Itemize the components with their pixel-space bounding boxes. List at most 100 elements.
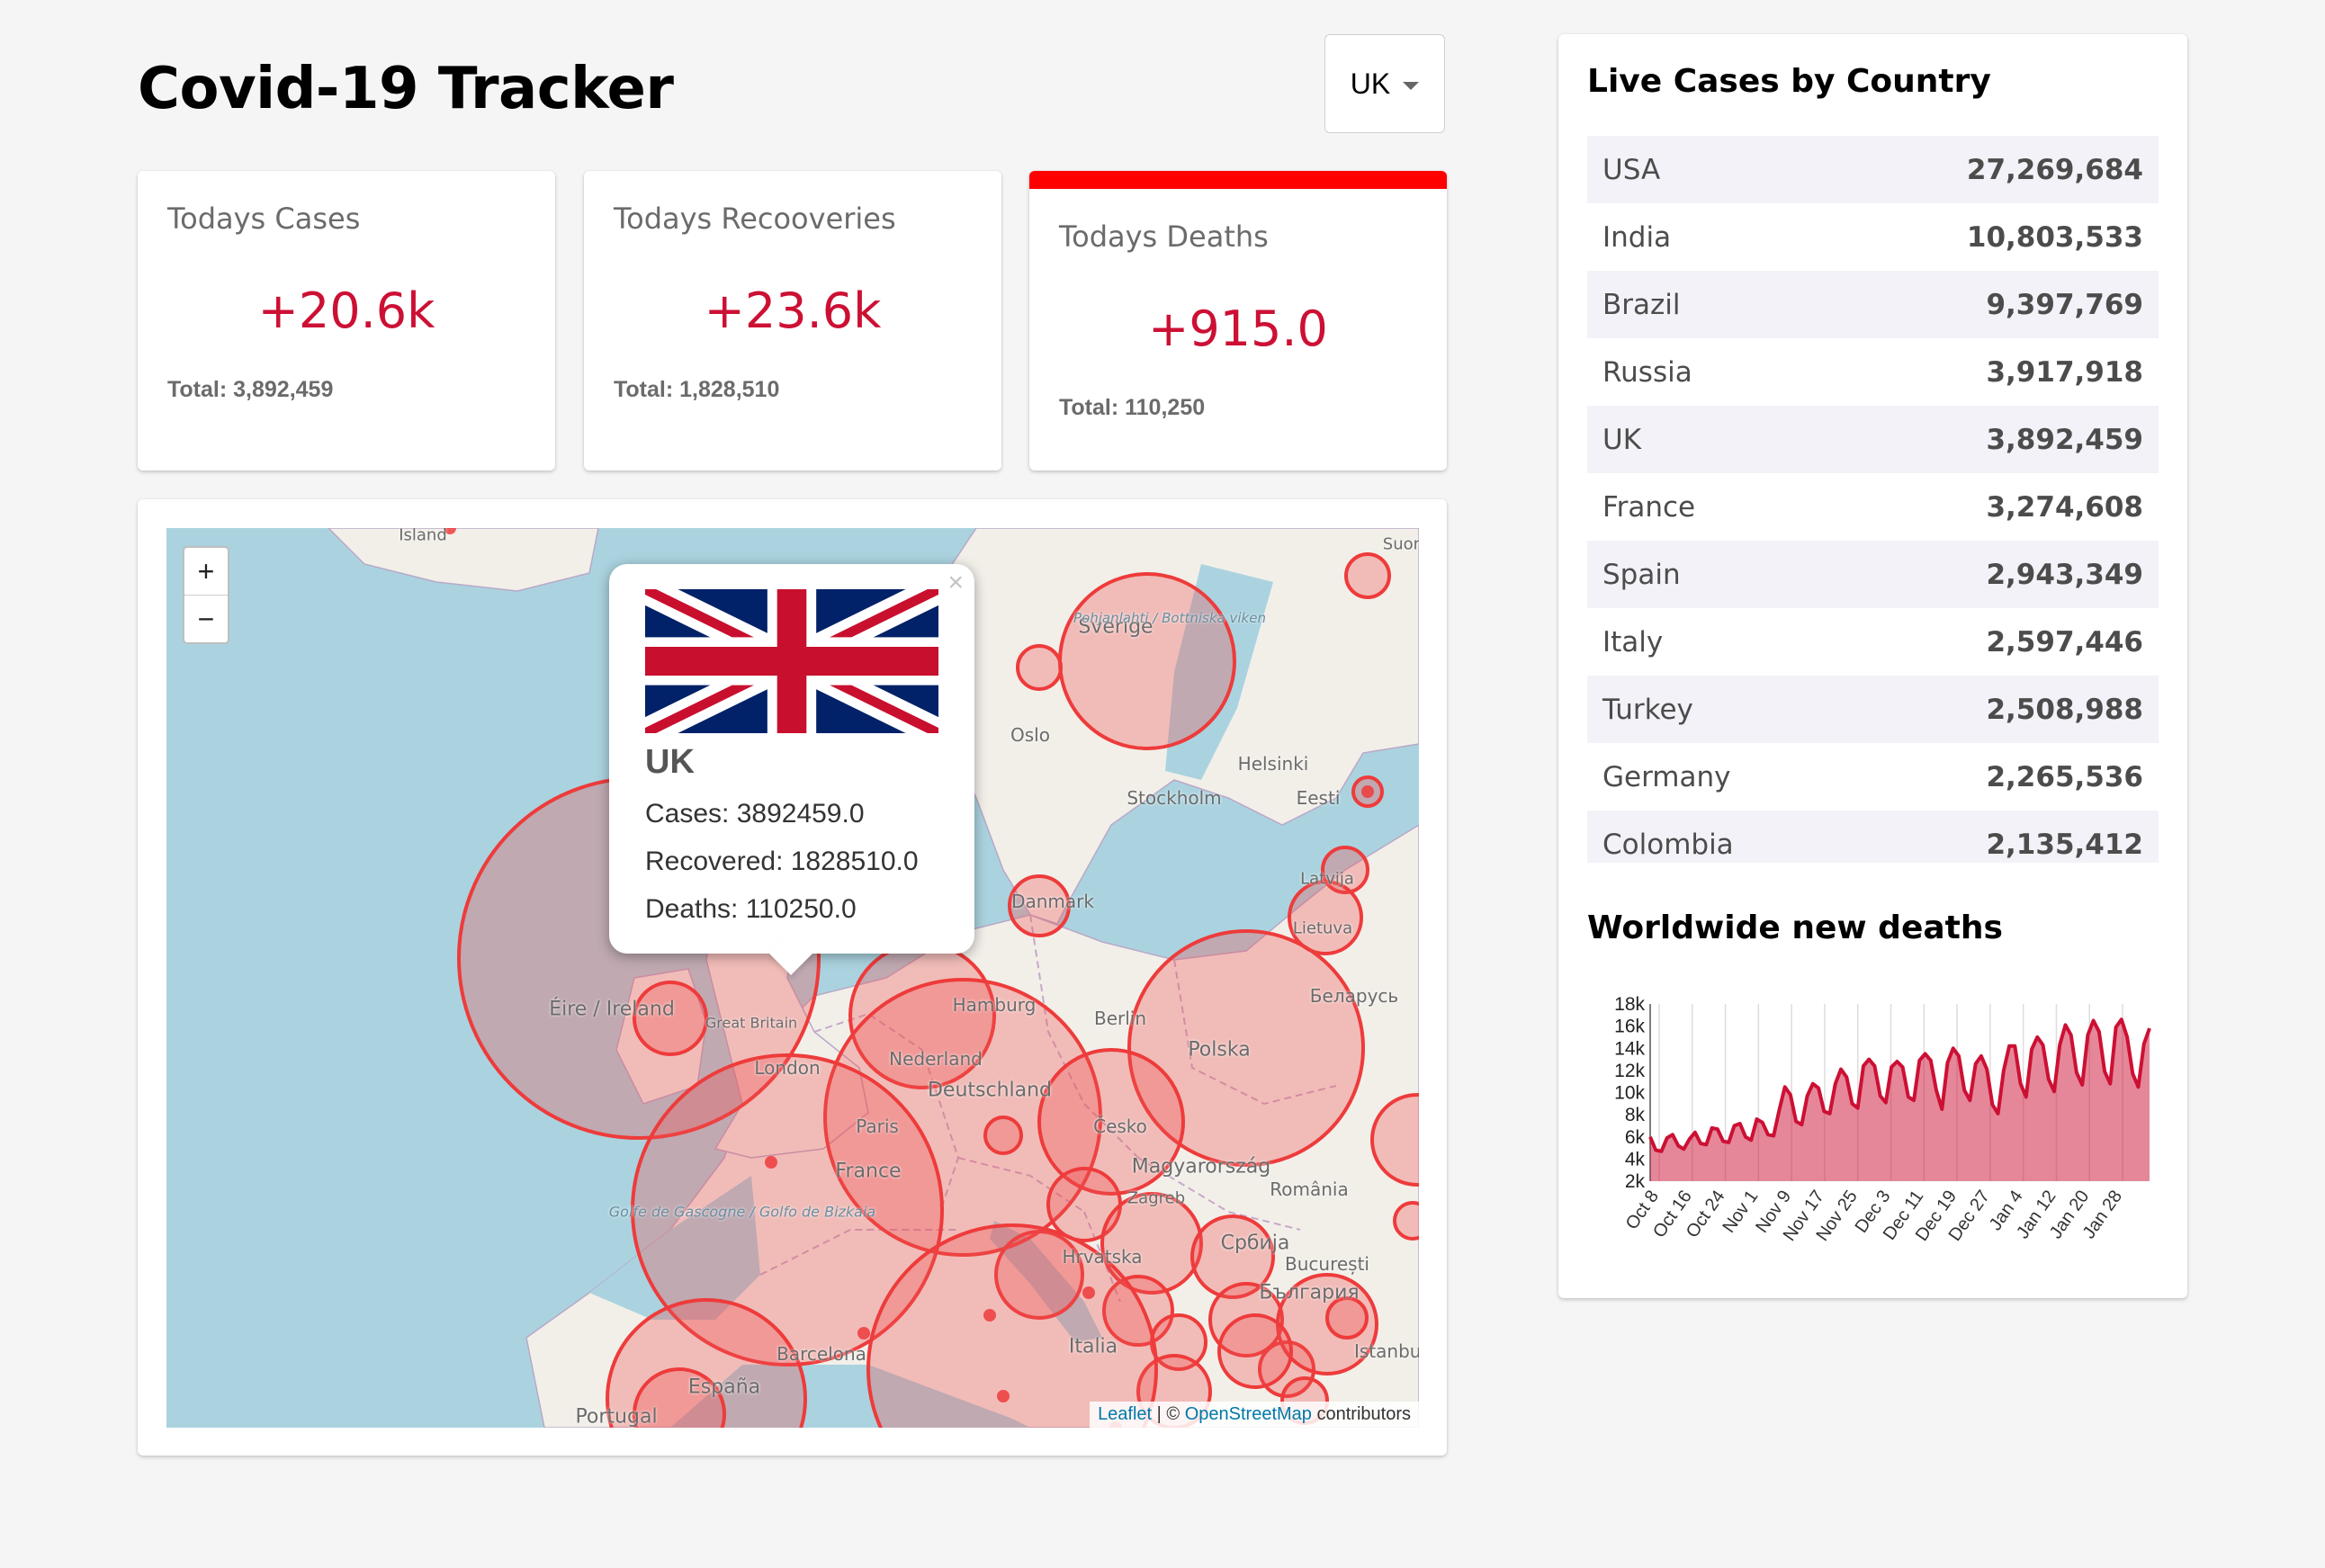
case-circle[interactable] — [1016, 644, 1063, 691]
case-circle[interactable] — [1288, 880, 1363, 955]
popup-recovered: Recovered: 1828510.0 — [645, 847, 919, 876]
map-place-label: Suomi — [1382, 534, 1419, 554]
map-place-label: España — [687, 1375, 761, 1399]
map-place-label: Sverige — [1078, 615, 1154, 639]
chart-line — [1648, 1017, 2151, 1153]
zoom-in-button[interactable]: + — [197, 554, 215, 587]
row-country: France — [1602, 490, 1696, 524]
table-row: France 3,274,608 — [1587, 473, 2159, 541]
map-place-label: Magyarország — [1131, 1155, 1271, 1178]
leaflet-link[interactable]: Leaflet — [1098, 1404, 1153, 1424]
row-country: Germany — [1602, 760, 1731, 793]
row-country: Spain — [1602, 558, 1681, 591]
chart-y-tick: 8k — [1625, 1105, 1646, 1125]
map-place-label: Deutschland — [927, 1079, 1053, 1102]
row-cases: 27,269,684 — [1966, 153, 2143, 186]
map-place-label: London — [754, 1057, 821, 1079]
chart-y-tick: 18k — [1614, 994, 1645, 1015]
case-circle[interactable] — [1190, 1214, 1275, 1299]
stat-total: Total: 3,892,459 — [167, 377, 334, 402]
map-place-label: Great Britain — [705, 1014, 798, 1032]
chart-y-tick: 16k — [1614, 1017, 1645, 1037]
row-country: Brazil — [1602, 288, 1681, 321]
row-country: USA — [1602, 153, 1661, 186]
stat-total: Total: 1,828,510 — [614, 377, 780, 402]
map-place-label: București — [1285, 1253, 1369, 1275]
table-row: Spain 2,943,349 — [1587, 541, 2159, 608]
country-select[interactable]: UK — [1324, 34, 1445, 133]
uk-flag-icon — [638, 576, 946, 747]
map-place-label: Latvija — [1300, 869, 1354, 889]
city-marker — [983, 1309, 996, 1322]
row-country: Turkey — [1602, 693, 1693, 726]
popup-close-button[interactable]: × — [947, 568, 964, 597]
country-popup: × UK Cases: 3892459.0 Recovered: 1828510… — [609, 564, 974, 976]
deaths-stat-card[interactable]: Todays Deaths +915.0 Total: 110,250 — [1029, 171, 1447, 470]
case-circle[interactable] — [633, 981, 708, 1056]
cases-stat-card[interactable]: Todays Cases +20.6k Total: 3,892,459 — [138, 171, 555, 470]
case-circle[interactable] — [631, 1053, 944, 1366]
table-row: Brazil 9,397,769 — [1587, 271, 2159, 338]
case-circle[interactable] — [1127, 929, 1365, 1167]
map[interactable]: Ísland Sverige Oslo Stockholm Helsinki Eesti L… — [166, 528, 1419, 1428]
map-place-label: Istanbul — [1353, 1340, 1419, 1362]
case-circle[interactable] — [994, 1230, 1084, 1320]
city-marker — [765, 1156, 777, 1169]
case-circle[interactable] — [1208, 1282, 1284, 1357]
case-circle[interactable] — [866, 1223, 1158, 1428]
case-circle[interactable] — [606, 1298, 807, 1428]
case-circle[interactable] — [1325, 1296, 1369, 1340]
city-marker — [444, 528, 456, 534]
zoom-out-button[interactable]: − — [184, 595, 228, 642]
map-place-label: Golfe de Gascogne / Golfo de Bizkaia — [608, 1203, 876, 1221]
case-circle[interactable] — [1344, 552, 1391, 599]
map-place-label: Paris — [856, 1116, 899, 1137]
map-place-label: Ísland — [399, 528, 447, 545]
case-circle[interactable] — [633, 1367, 726, 1428]
row-cases: 10,803,533 — [1966, 220, 2143, 254]
row-country: Colombia — [1602, 828, 1734, 861]
stat-label: Todays Recooveries — [614, 202, 896, 236]
chart-y-tick: 4k — [1625, 1149, 1646, 1169]
table-row: Germany 2,265,536 — [1587, 743, 2159, 811]
map-place-label: Lietuva — [1292, 918, 1353, 938]
city-marker — [1361, 785, 1374, 798]
case-circle[interactable] — [1037, 1048, 1185, 1196]
case-circle[interactable] — [1217, 1313, 1293, 1389]
chart-area — [1650, 1019, 2150, 1181]
table-row: Colombia 2,135,412 — [1587, 811, 2159, 863]
map-place-label: Italia — [1068, 1335, 1118, 1358]
osm-link[interactable]: OpenStreetMap — [1184, 1404, 1312, 1424]
attribution-separator: | © — [1152, 1404, 1185, 1424]
map-place-label: Србија — [1220, 1232, 1290, 1255]
chart-y-tick: 14k — [1614, 1038, 1645, 1059]
row-country: Italy — [1602, 625, 1664, 659]
table-row: Italy 2,597,446 — [1587, 608, 2159, 676]
row-cases: 2,943,349 — [1986, 558, 2143, 591]
popup-cases: Cases: 3892459.0 — [645, 799, 865, 829]
live-cases-table[interactable]: USA 27,269,684 India 10,803,533 Brazil 9,397,… — [1587, 136, 2159, 863]
popup-country-name: UK — [645, 743, 695, 781]
case-circle[interactable] — [823, 978, 1102, 1257]
case-circle[interactable] — [1393, 1201, 1419, 1241]
row-cases: 2,508,988 — [1986, 693, 2143, 726]
map-place-label: Helsinki — [1237, 753, 1309, 775]
chart-title: Worldwide new deaths — [1587, 909, 2003, 946]
map-place-label: Hamburg — [952, 994, 1037, 1016]
case-circle[interactable] — [1370, 1093, 1419, 1187]
zoom-control: + − — [183, 546, 229, 644]
case-circle[interactable] — [1008, 874, 1071, 937]
city-marker — [997, 1390, 1010, 1402]
case-circle[interactable] — [1100, 1192, 1203, 1295]
row-cases: 2,597,446 — [1986, 625, 2143, 659]
recoveries-stat-card[interactable]: Todays Recooveries +23.6k Total: 1,828,5… — [584, 171, 1001, 470]
app-title: Covid-19 Tracker — [138, 56, 674, 122]
map-place-label: Stockholm — [1127, 787, 1222, 809]
chart-y-tick: 12k — [1614, 1061, 1645, 1081]
case-circle[interactable] — [983, 1116, 1023, 1155]
city-marker — [1082, 1286, 1095, 1299]
stat-label: Todays Deaths — [1059, 220, 1269, 254]
case-circle[interactable] — [1058, 572, 1236, 750]
table-row: India 10,803,533 — [1587, 203, 2159, 271]
